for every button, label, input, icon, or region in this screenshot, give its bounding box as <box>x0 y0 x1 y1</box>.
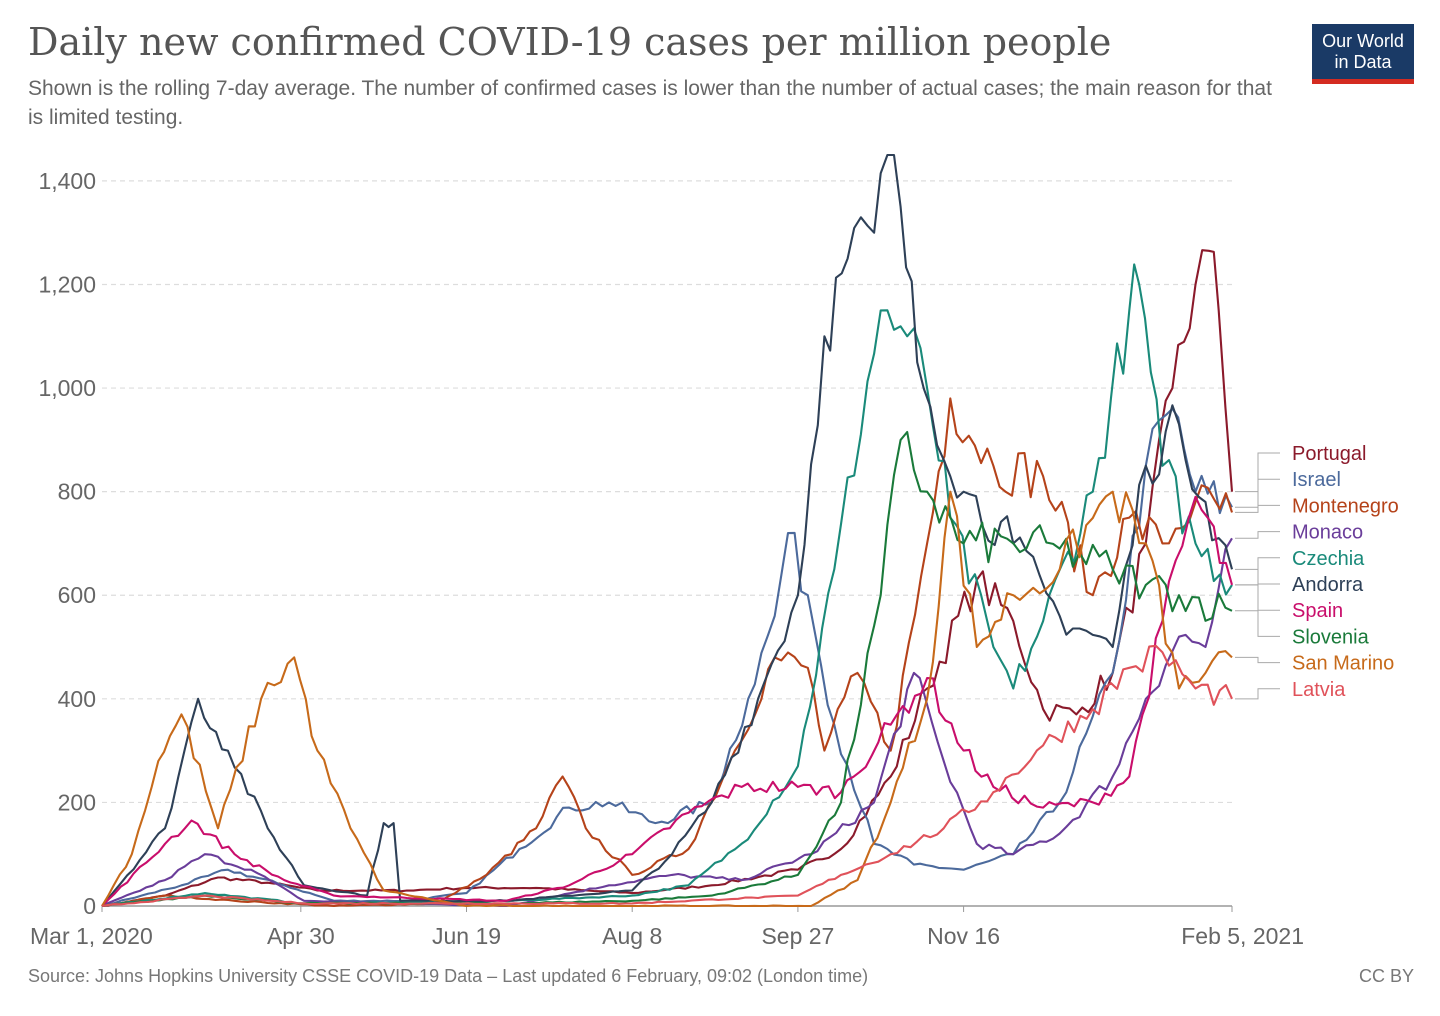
legend-label-spain[interactable]: Spain <box>1292 600 1343 622</box>
series-line-portugal[interactable] <box>101 249 1234 908</box>
x-tick-label: Apr 30 <box>267 923 335 949</box>
y-tick-label: 0 <box>83 893 96 919</box>
logo-red-bar <box>1312 79 1414 84</box>
series-line-andorra[interactable] <box>101 153 1234 907</box>
legend-label-czechia[interactable]: Czechia <box>1292 548 1365 570</box>
license-link[interactable]: CC BY <box>1358 966 1414 986</box>
series-line-israel[interactable] <box>101 407 1233 908</box>
legend-label-san-marino[interactable]: San Marino <box>1292 653 1394 675</box>
chart-subtitle: Shown is the rolling 7-day average. The … <box>28 77 1272 129</box>
legend-connector <box>1235 584 1280 611</box>
x-axis-ticks: Mar 1, 2020 Apr 30 Jun 19 Aug 8 Sep 27 Nov 16… <box>30 906 1304 949</box>
series-line-spain[interactable] <box>101 495 1234 907</box>
legend-label-israel[interactable]: Israel <box>1292 469 1341 491</box>
legend-label-monaco[interactable]: Monaco <box>1292 522 1363 544</box>
logo-line-2: in Data <box>1334 52 1392 72</box>
y-tick-label: 1,400 <box>38 168 96 194</box>
legend-label-montenegro[interactable]: Montenegro <box>1292 495 1399 517</box>
source-note: Source: Johns Hopkins University CSSE CO… <box>28 966 869 986</box>
legend-connector <box>1235 688 1280 700</box>
chart-title: Daily new confirmed COVID-19 cases per m… <box>28 20 1112 64</box>
y-tick-label: 400 <box>58 686 96 712</box>
legend-connector <box>1235 531 1280 539</box>
legend-connector <box>1235 478 1280 508</box>
legend-label-portugal[interactable]: Portugal <box>1292 443 1367 465</box>
y-tick-label: 800 <box>58 479 96 505</box>
x-tick-label: Sep 27 <box>761 923 834 949</box>
series-line-monaco[interactable] <box>101 537 1233 908</box>
owid-logo[interactable]: Our World in Data <box>1312 24 1414 84</box>
x-tick-label: Mar 1, 2020 <box>30 923 153 949</box>
y-tick-label: 1,200 <box>38 271 96 297</box>
x-tick-label: Aug 8 <box>602 923 662 949</box>
series-line-latvia[interactable] <box>101 644 1233 908</box>
legend-label-andorra[interactable]: Andorra <box>1292 574 1364 596</box>
y-tick-label: 200 <box>58 789 96 815</box>
x-tick-label: Nov 16 <box>927 923 1000 949</box>
y-tick-label: 1,000 <box>38 375 96 401</box>
legend-label-latvia[interactable]: Latvia <box>1292 679 1346 701</box>
logo-line-1: Our World <box>1322 31 1404 51</box>
legend-connector <box>1235 656 1280 664</box>
x-tick-label: Jun 19 <box>432 923 501 949</box>
legend-label-slovenia[interactable]: Slovenia <box>1292 626 1370 648</box>
series-line-san-marino[interactable] <box>101 490 1233 908</box>
legend-connector <box>1235 568 1280 585</box>
legend-connector <box>1235 610 1280 637</box>
series-line-czechia[interactable] <box>101 263 1233 908</box>
y-axis-ticks: 0 200 400 600 800 1,000 1,200 1,400 <box>38 168 96 919</box>
legend-connector <box>1235 504 1280 513</box>
x-tick-label: Feb 5, 2021 <box>1181 923 1304 949</box>
legend-connector <box>1235 452 1280 493</box>
series-lines <box>101 153 1234 908</box>
legend: Portugal Israel Montenegro Monaco Czechia And… <box>1235 443 1399 701</box>
y-tick-label: 600 <box>58 582 96 608</box>
